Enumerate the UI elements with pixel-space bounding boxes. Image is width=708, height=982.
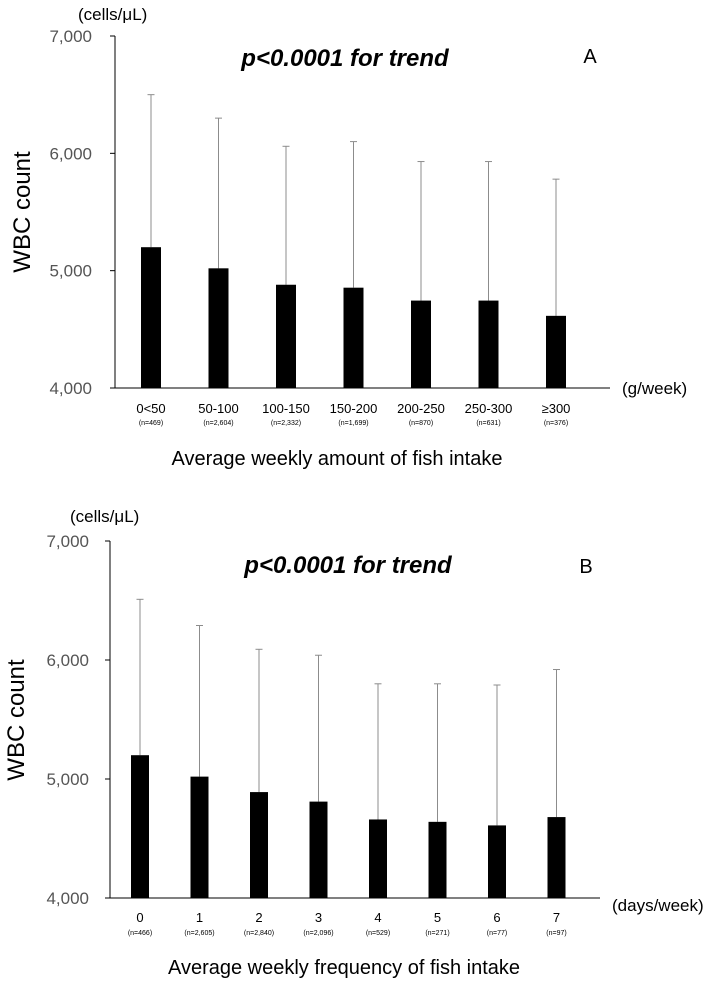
panel-b-n-label: (n=271) bbox=[425, 930, 449, 937]
panel-a-n-label: (n=631) bbox=[476, 420, 500, 427]
panel-a-bar bbox=[141, 247, 161, 388]
panel-b-category-label: 0 bbox=[136, 910, 143, 925]
panel-b-bar bbox=[250, 792, 268, 898]
panel-b-title: p<0.0001 for trend bbox=[243, 552, 453, 579]
panel-a-bar bbox=[478, 300, 499, 388]
panel-b-n-label: (n=77) bbox=[487, 930, 507, 937]
panel-b-x-unit: (days/week) bbox=[612, 896, 704, 915]
panel-b-category-label: 4 bbox=[374, 910, 381, 925]
panel-b-n-label: (n=2,605) bbox=[184, 930, 214, 937]
panel-b-bar bbox=[131, 755, 149, 898]
panel-b-bar bbox=[488, 825, 506, 898]
panel-a-x-unit: (g/week) bbox=[622, 379, 687, 398]
panel-a-bar bbox=[546, 315, 566, 388]
panel-b-category-label: 7 bbox=[553, 910, 560, 925]
panel-a-y-tick-label: 4,000 bbox=[49, 379, 92, 398]
panel-b-n-label: (n=97) bbox=[546, 930, 566, 937]
panel-a-plot: 4,000 5,000 6,000 7,000 0<50 (n=469) 50-100 (n=… bbox=[49, 27, 610, 427]
panel-b-n-label: (n=529) bbox=[366, 930, 390, 937]
panel-b-y-unit: (cells/μL) bbox=[70, 507, 139, 526]
panel-b-n-label: (n=466) bbox=[128, 930, 152, 937]
panel-a-category-label: 100-150 bbox=[262, 401, 310, 416]
panel-b-y-tick-label: 4,000 bbox=[46, 889, 89, 908]
panel-b-category-label: 5 bbox=[434, 910, 441, 925]
panel-b-y-tick-label: 6,000 bbox=[46, 651, 89, 670]
panel-a-y-tick-label: 6,000 bbox=[49, 144, 92, 163]
panel-b-bar bbox=[428, 821, 447, 898]
panel-b-plot: 4,000 5,000 6,000 7,000 0 (n=466) 1 (n=2,605) 2 (… bbox=[46, 532, 600, 937]
panel-b: (cells/μL) p<0.0001 for trend B WBC coun… bbox=[3, 507, 704, 979]
panel-a-n-label: (n=870) bbox=[409, 420, 433, 427]
panel-a-category-label: 150-200 bbox=[330, 401, 378, 416]
panel-a: (cells/μL) p<0.0001 for trend A WBC coun… bbox=[9, 5, 687, 470]
panel-a-n-label: (n=469) bbox=[139, 420, 163, 427]
panel-a-n-label: (n=2,332) bbox=[271, 420, 301, 427]
panel-b-bar bbox=[190, 776, 209, 898]
panel-b-label: B bbox=[579, 556, 592, 578]
panel-a-y-tick-label: 5,000 bbox=[49, 262, 92, 281]
panel-a-bar bbox=[208, 268, 229, 388]
panel-b-bar bbox=[547, 817, 566, 898]
panel-b-category-label: 1 bbox=[196, 910, 203, 925]
panel-b-y-tick-label: 5,000 bbox=[46, 770, 89, 789]
panel-a-title: p<0.0001 for trend bbox=[240, 45, 450, 72]
panel-a-x-axis-label: Average weekly amount of fish intake bbox=[172, 448, 503, 470]
panel-a-category-label: 200-250 bbox=[397, 401, 445, 416]
panel-a-bar bbox=[276, 284, 296, 388]
panel-a-n-label: (n=376) bbox=[544, 420, 568, 427]
panel-a-label: A bbox=[583, 46, 597, 68]
panel-b-y-axis-label: WBC count bbox=[3, 659, 30, 781]
panel-a-y-tick-label: 7,000 bbox=[49, 27, 92, 46]
panel-b-n-label: (n=2,840) bbox=[244, 930, 274, 937]
panel-b-y-tick-label: 7,000 bbox=[46, 532, 89, 551]
panel-b-category-label: 3 bbox=[315, 910, 322, 925]
panel-a-y-unit: (cells/μL) bbox=[78, 5, 147, 24]
panel-a-n-label: (n=1,699) bbox=[338, 420, 368, 427]
panel-a-n-label: (n=2,604) bbox=[203, 420, 233, 427]
panel-a-bar bbox=[343, 287, 364, 388]
panel-a-category-label: ≥300 bbox=[542, 401, 571, 416]
panel-b-x-axis-label: Average weekly frequency of fish intake bbox=[168, 957, 520, 979]
panel-a-y-axis-label: WBC count bbox=[9, 151, 36, 273]
panel-b-n-label: (n=2,096) bbox=[303, 930, 333, 937]
panel-b-bar bbox=[309, 801, 328, 898]
panel-a-category-label: 250-300 bbox=[465, 401, 513, 416]
panel-a-category-label: 0<50 bbox=[136, 401, 165, 416]
panel-b-bar bbox=[369, 819, 387, 898]
panel-a-bar bbox=[411, 300, 431, 388]
panel-b-category-label: 2 bbox=[255, 910, 262, 925]
panel-a-category-label: 50-100 bbox=[198, 401, 238, 416]
panel-b-category-label: 6 bbox=[493, 910, 500, 925]
